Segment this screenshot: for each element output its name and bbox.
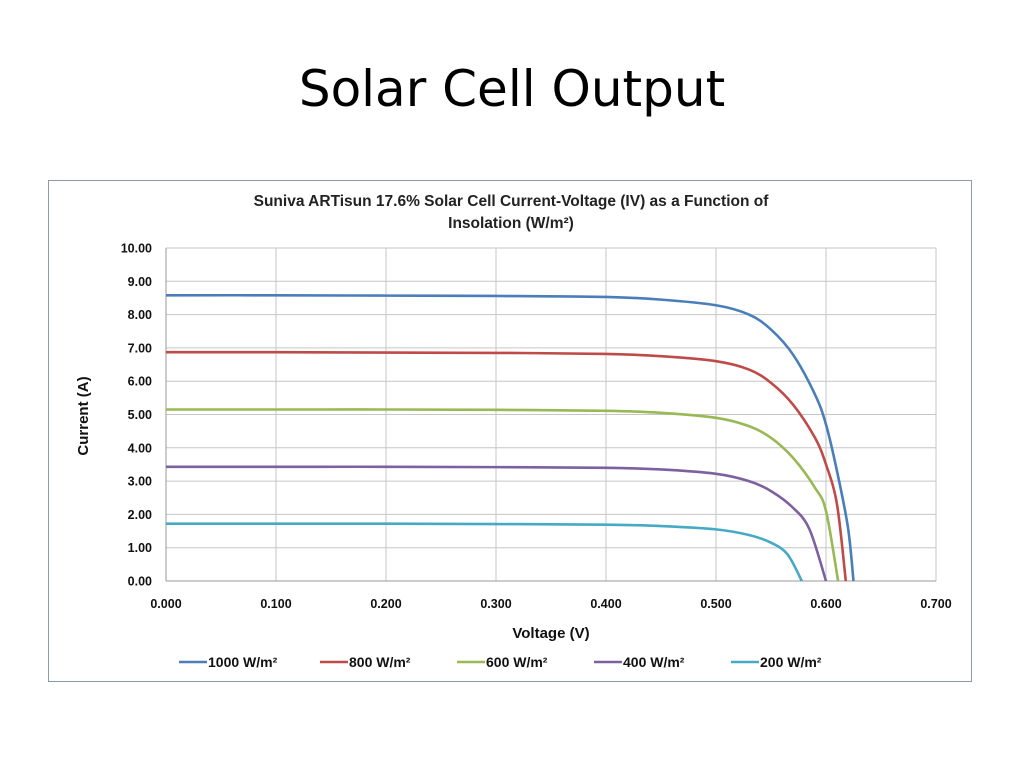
x-tick-labels: 0.000 0.100 0.200 0.300 0.400 0.500 0.600 0.700	[150, 597, 951, 611]
y-tick-label: 5.00	[128, 408, 152, 422]
y-tick-label: 10.00	[121, 242, 152, 256]
x-tick-label: 0.000	[150, 597, 181, 611]
grid	[165, 247, 937, 582]
y-tick-label: 8.00	[128, 308, 152, 322]
x-tick-label: 0.300	[480, 597, 511, 611]
x-tick-label: 0.400	[590, 597, 621, 611]
chart-frame: Suniva ARTisun 17.6% Solar Cell Current-…	[48, 180, 972, 682]
series-line-4	[166, 522, 803, 582]
legend-label: 600 W/m²	[486, 654, 548, 670]
y-tick-label: 0.00	[128, 575, 152, 589]
y-tick-label: 4.00	[128, 441, 152, 455]
x-tick-label: 0.500	[700, 597, 731, 611]
series-line-2	[165, 408, 840, 582]
chart-title-line-2: Insolation (W/m²)	[448, 215, 574, 232]
x-tick-label: 0.100	[260, 597, 291, 611]
y-tick-label: 3.00	[128, 475, 152, 489]
series-line-3	[165, 465, 828, 582]
slide-title: Solar Cell Output	[298, 60, 726, 118]
y-tick-label: 2.00	[128, 508, 152, 522]
legend-label: 200 W/m²	[760, 654, 822, 670]
series-line-0	[165, 293, 855, 582]
x-axis-label: Voltage (V)	[512, 625, 589, 642]
y-axis-label: Current (A)	[75, 376, 92, 455]
y-tick-label: 9.00	[128, 275, 152, 289]
x-tick-label: 0.600	[810, 597, 841, 611]
x-tick-label: 0.700	[920, 597, 951, 611]
iv-chart: Suniva ARTisun 17.6% Solar Cell Current-…	[75, 193, 952, 670]
legend-label: 1000 W/m²	[208, 654, 278, 670]
series-line-1	[165, 350, 848, 582]
legend: 1000 W/m² 800 W/m² 600 W/m² 400 W/m² 200 W/m…	[179, 654, 822, 670]
y-tick-label: 1.00	[128, 541, 152, 555]
y-tick-label: 7.00	[128, 341, 152, 355]
chart-title-line-1: Suniva ARTisun 17.6% Solar Cell Current-…	[254, 193, 770, 210]
y-tick-label: 6.00	[128, 375, 152, 389]
x-tick-label: 0.200	[370, 597, 401, 611]
y-tick-labels: 0.00 1.00 2.00 3.00 4.00 5.00 6.00 7.00 8.00 9.00…	[121, 242, 152, 589]
legend-label: 400 W/m²	[623, 654, 685, 670]
series-group	[165, 293, 855, 582]
legend-label: 800 W/m²	[349, 654, 411, 670]
